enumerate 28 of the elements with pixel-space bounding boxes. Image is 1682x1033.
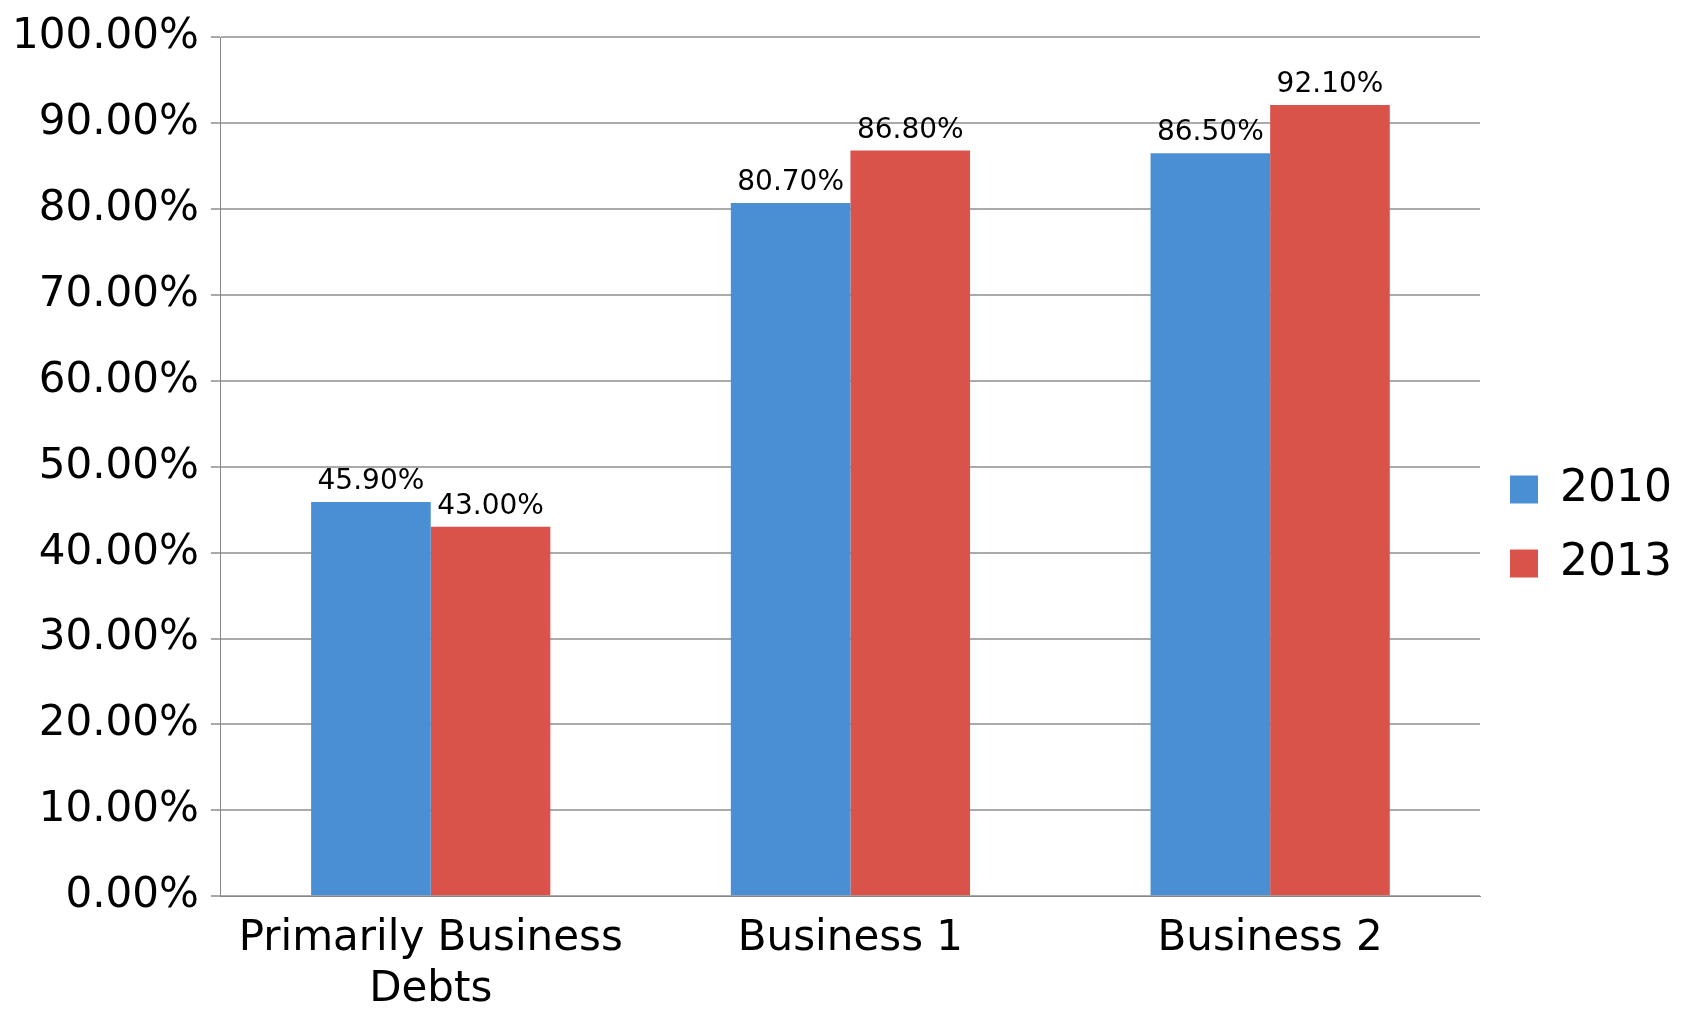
y-tick-label: 0.00% xyxy=(65,868,199,918)
data-label: 45.90% xyxy=(317,463,425,497)
bar xyxy=(311,501,431,896)
bar xyxy=(730,202,851,896)
x-tick-label: Primarily Business Debts xyxy=(238,911,623,1011)
bar xyxy=(1270,105,1390,896)
bar xyxy=(1150,153,1271,896)
x-tick-label: Business 1 xyxy=(737,911,964,961)
bar xyxy=(430,526,551,896)
y-tick-label: 100.00% xyxy=(11,9,199,59)
y-tick-label: 60.00% xyxy=(38,352,199,402)
data-label: 86.50% xyxy=(1156,114,1264,148)
data-label: 43.00% xyxy=(437,488,544,522)
data-label: 86.80% xyxy=(856,111,964,145)
data-label: 92.10% xyxy=(1276,66,1384,100)
y-tick-label: 80.00% xyxy=(38,180,199,230)
bar xyxy=(850,150,971,896)
y-tick-label: 20.00% xyxy=(38,696,199,746)
y-tick-label: 10.00% xyxy=(38,782,199,832)
y-tick-label: 70.00% xyxy=(38,266,199,316)
legend-label: 2010 xyxy=(1560,459,1673,511)
y-tick-label: 90.00% xyxy=(38,95,199,145)
y-tick-label: 40.00% xyxy=(38,524,199,574)
y-tick-label: 50.00% xyxy=(38,438,199,488)
x-tick-label: Business 2 xyxy=(1157,911,1383,961)
y-tick-label: 30.00% xyxy=(38,610,199,660)
legend-label: 2013 xyxy=(1560,533,1673,585)
data-label: 80.70% xyxy=(737,164,845,198)
